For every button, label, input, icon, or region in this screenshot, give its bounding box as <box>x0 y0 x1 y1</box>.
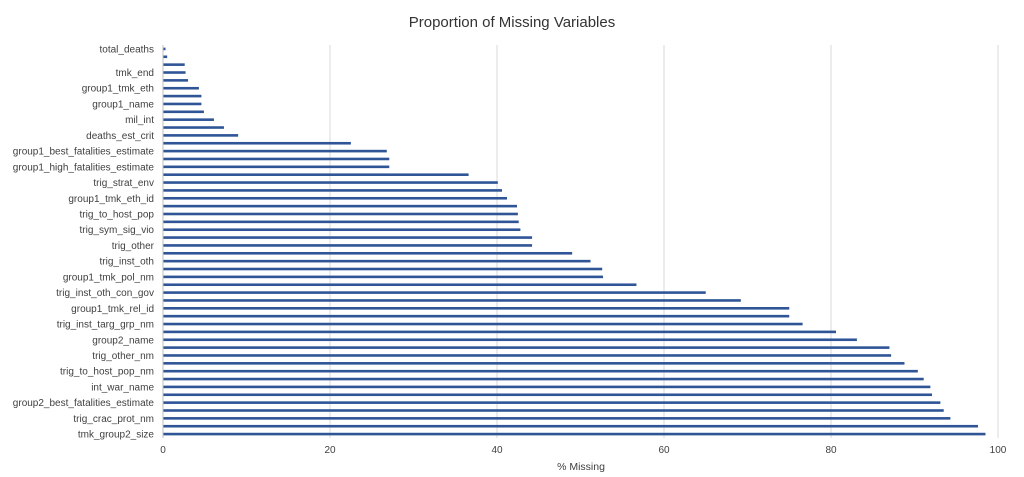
chart-title: Proportion of Missing Variables <box>409 14 615 31</box>
bar <box>163 55 168 59</box>
category-label: group1_tmk_pol_nm <box>63 272 154 283</box>
bar <box>163 251 573 255</box>
category-label: group1_best_fatalities_estimate <box>13 147 155 158</box>
category-label: group2_name <box>92 335 154 346</box>
category-label: deaths_est_crit <box>86 131 154 142</box>
gridlines <box>329 45 999 438</box>
bar <box>163 417 951 420</box>
bar <box>163 307 790 310</box>
category-label: trig_crac_prot_nm <box>73 414 154 425</box>
category-label: tmk_group2_size <box>78 430 155 441</box>
category-label: total_deaths <box>100 44 155 55</box>
bar <box>163 228 521 232</box>
bar <box>163 244 533 247</box>
bars <box>163 47 986 436</box>
bar <box>163 275 604 279</box>
bar <box>163 362 905 365</box>
bar <box>163 196 508 200</box>
bar <box>163 212 518 216</box>
bar <box>163 141 351 145</box>
bar <box>163 283 637 287</box>
category-label: trig_to_host_pop <box>79 209 154 220</box>
x-tick-label: 40 <box>491 445 503 456</box>
bar <box>163 157 390 161</box>
bar <box>163 220 519 224</box>
bar <box>163 47 166 51</box>
bar <box>163 432 986 436</box>
category-label: tmk_end <box>116 68 154 79</box>
bar <box>163 126 224 129</box>
category-label: trig_inst_targ_grp_nm <box>57 320 154 331</box>
bar <box>163 236 533 239</box>
bar <box>163 71 186 74</box>
category-label: trig_inst_oth_con_gov <box>56 288 154 299</box>
bar <box>163 291 706 294</box>
bar <box>163 102 202 106</box>
bar <box>163 63 185 66</box>
bar <box>163 322 803 326</box>
bar <box>163 299 741 302</box>
bar <box>163 377 924 381</box>
bar <box>163 393 933 397</box>
category-labels: total_deaths tmk_end group1_tmk_eth group1_… <box>13 44 155 440</box>
bar <box>163 314 790 318</box>
category-label: mil_int <box>125 115 154 126</box>
bar <box>163 267 603 271</box>
bar <box>163 173 469 176</box>
bar <box>163 354 892 357</box>
category-label: group1_tmk_eth_id <box>68 194 154 205</box>
bar <box>163 86 199 90</box>
bar <box>163 79 189 82</box>
category-label: trig_inst_oth <box>100 257 154 268</box>
category-label: group2_best_fatalities_estimate <box>13 398 155 409</box>
bar <box>163 346 890 349</box>
category-label: group1_tmk_eth <box>82 84 154 95</box>
bar <box>163 118 214 121</box>
x-tick-labels: 0 20 40 60 80 100 <box>160 445 1007 456</box>
bar <box>163 330 837 334</box>
category-label: trig_sym_sig_vio <box>80 225 155 236</box>
category-label: trig_strat_env <box>93 178 154 189</box>
bar <box>163 369 918 373</box>
x-axis-title: % Missing <box>557 461 605 473</box>
bar <box>163 181 498 184</box>
bar <box>163 165 390 169</box>
bar <box>163 204 518 208</box>
bar <box>163 94 202 98</box>
bar <box>163 409 944 412</box>
category-label: int_war_name <box>91 382 154 393</box>
bar <box>163 424 978 428</box>
bar <box>163 385 931 389</box>
bar <box>163 259 591 263</box>
bar <box>163 134 239 137</box>
x-tick-label: 60 <box>658 445 670 456</box>
bar <box>163 110 204 114</box>
category-label: trig_other <box>112 241 155 252</box>
category-label: trig_other_nm <box>92 351 154 362</box>
bar <box>163 189 503 192</box>
x-tick-label: 100 <box>990 445 1007 456</box>
bar <box>163 149 387 153</box>
category-label: trig_to_host_pop_nm <box>60 367 154 378</box>
category-label: group1_tmk_rel_id <box>71 304 154 315</box>
category-label: group1_high_fatalities_estimate <box>13 162 155 173</box>
x-tick-label: 20 <box>324 445 336 456</box>
bar <box>163 338 857 342</box>
category-label: group1_name <box>92 99 154 110</box>
x-tick-label: 0 <box>160 445 166 456</box>
bar <box>163 401 941 404</box>
x-tick-label: 80 <box>825 445 837 456</box>
